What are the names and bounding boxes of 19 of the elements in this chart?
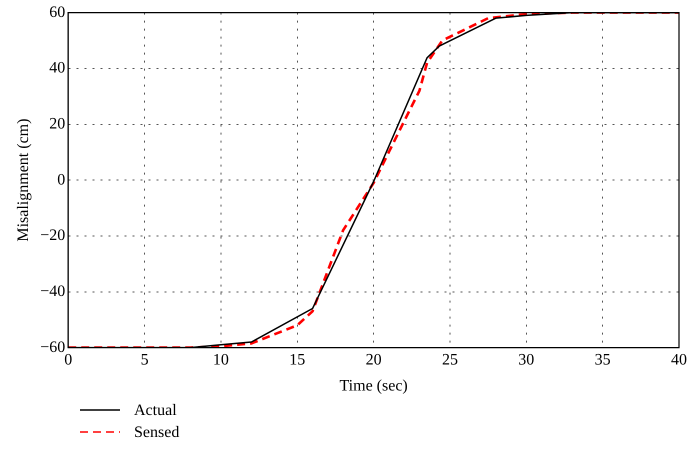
x-axis-title: Time (sec)	[339, 378, 408, 395]
x-tick-label: 5	[140, 351, 149, 368]
x-tick-label: 30	[518, 351, 534, 368]
y-tick-label: −40	[40, 282, 66, 300]
x-tick-label: 15	[289, 351, 306, 368]
x-tick-label: 40	[671, 351, 687, 368]
x-tick-label: 10	[212, 351, 229, 368]
y-axis-title: Misalignment (cm)	[14, 118, 32, 242]
x-tick-label: 20	[366, 351, 382, 368]
x-tick-label: 25	[442, 351, 458, 368]
y-tick-label: 0	[57, 171, 66, 188]
y-tick-label: −60	[40, 338, 66, 356]
y-tick-label: 40	[49, 60, 66, 77]
y-tick-label: 60	[49, 4, 66, 21]
y-tick-label: −20	[40, 227, 66, 244]
legend-label: Actual	[134, 402, 177, 419]
y-tick-label: 20	[49, 115, 66, 132]
legend-label: Sensed	[134, 424, 180, 441]
x-tick-label: 35	[594, 351, 611, 368]
